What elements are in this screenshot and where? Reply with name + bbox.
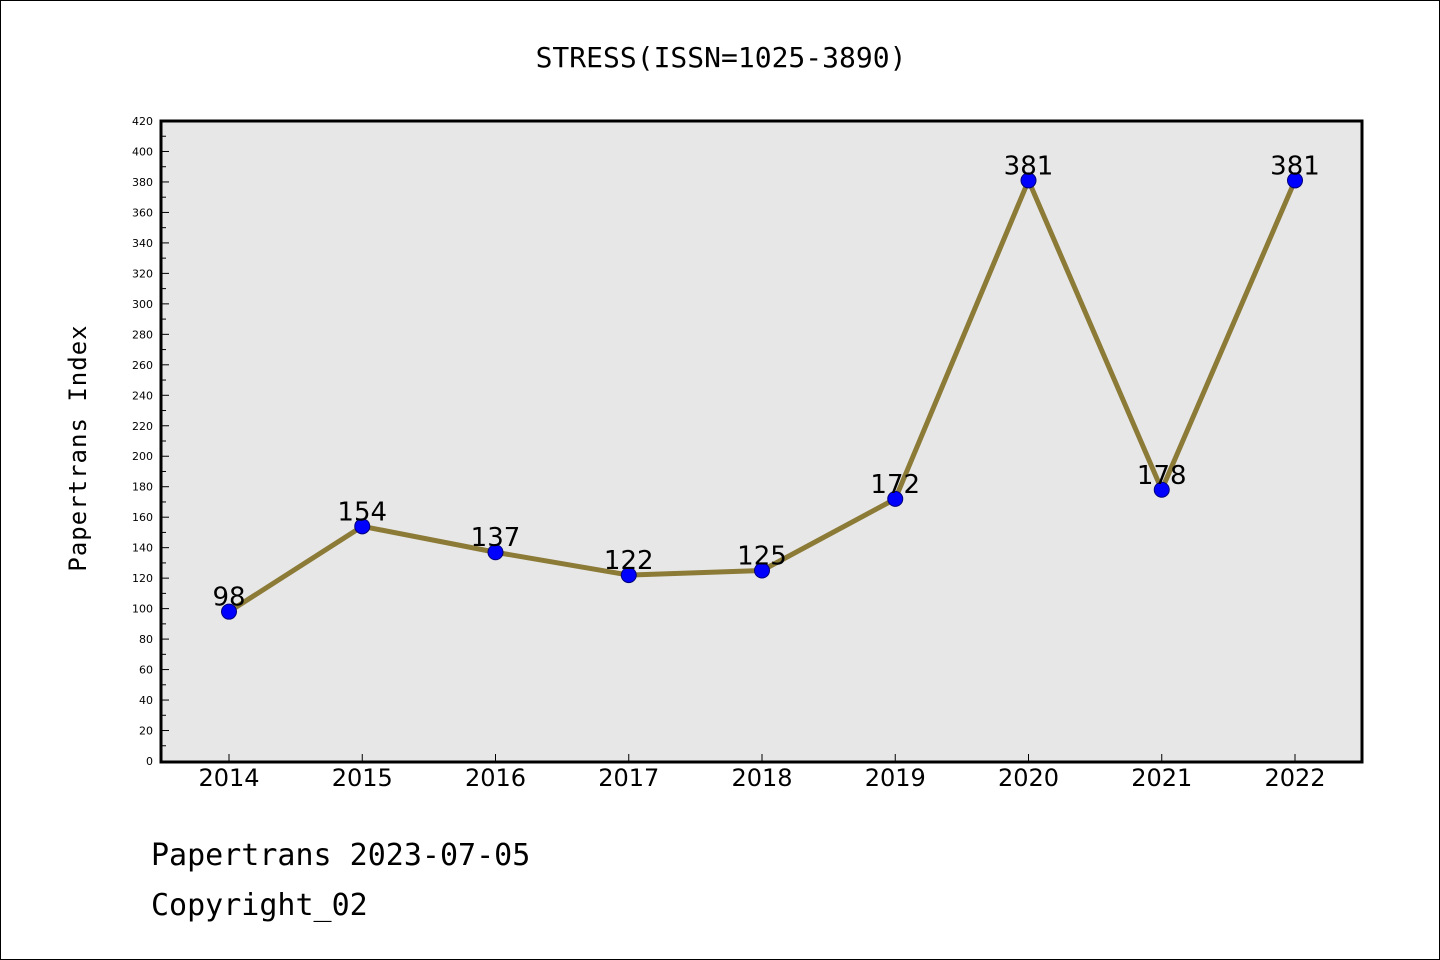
y-tick-label: 360 (132, 206, 153, 219)
data-label: 381 (1004, 151, 1054, 181)
y-tick-label: 180 (132, 481, 153, 494)
data-point (354, 518, 371, 535)
plot-area (159, 119, 1364, 764)
data-point (487, 544, 504, 561)
y-tick-label: 120 (132, 572, 153, 585)
y-tick-label: 280 (132, 328, 153, 341)
y-tick-label: 200 (132, 450, 153, 463)
data-label: 125 (737, 542, 787, 572)
footer-date: Papertrans 2023-07-05 (151, 838, 530, 873)
data-point (887, 490, 904, 507)
x-tick-label: 2021 (1131, 764, 1192, 792)
data-point (620, 567, 637, 584)
x-tick-label: 2015 (332, 764, 393, 792)
y-tick-label: 340 (132, 237, 153, 250)
x-tick-label: 2016 (465, 764, 526, 792)
chart-title: STRESS(ISSN=1025-3890) (536, 41, 907, 74)
x-tick-label: 2022 (1264, 764, 1325, 792)
y-tick-label: 400 (132, 145, 153, 158)
data-point (221, 603, 237, 620)
y-tick-label: 380 (132, 176, 153, 189)
y-tick-label: 420 (132, 115, 153, 128)
y-tick-label: 300 (132, 298, 153, 311)
data-label: 381 (1270, 151, 1320, 181)
x-axis-ticks: 2014 2015 2016 2017 2018 2019 2020 2021 2022 (198, 754, 1326, 792)
data-label: 137 (471, 523, 521, 553)
data-labels-layer: 98 154 137 122 125 172 381 178 381 (212, 151, 1319, 612)
data-point (1287, 172, 1303, 189)
x-tick-label: 2018 (731, 764, 792, 792)
y-tick-label: 100 (132, 603, 153, 616)
x-tick-label: 2014 (198, 764, 259, 792)
data-label: 178 (1137, 461, 1187, 491)
y-tick-label: 160 (132, 511, 153, 524)
y-tick-label: 20 (139, 725, 153, 738)
y-tick-label: 80 (139, 633, 153, 646)
y-tick-label: 60 (139, 664, 153, 677)
y-tick-label: 40 (139, 694, 153, 707)
x-tick-label: 2017 (598, 764, 659, 792)
y-tick-label: 320 (132, 267, 153, 280)
y-tick-label: 140 (132, 542, 153, 555)
y-axis-label: Papertrans Index (64, 324, 92, 571)
markers-layer (221, 172, 1303, 620)
data-label: 122 (604, 546, 654, 576)
data-label: 98 (212, 583, 245, 613)
footer-copyright: Copyright_02 (151, 888, 368, 923)
data-point (1153, 481, 1170, 498)
y-tick-label: 260 (132, 359, 153, 372)
y-tick-label: 0 (146, 755, 153, 768)
data-label: 154 (337, 497, 387, 527)
data-point (754, 562, 770, 579)
data-point (1020, 172, 1037, 189)
y-tick-label: 220 (132, 420, 153, 433)
data-label: 172 (870, 470, 920, 500)
y-axis-ticks: 0 20 40 60 80 100 120 140 160 180 200 220 240 260 280 3… (132, 115, 169, 768)
y-tick-label: 240 (132, 389, 153, 402)
x-tick-label: 2020 (998, 764, 1059, 792)
x-tick-label: 2019 (865, 764, 926, 792)
